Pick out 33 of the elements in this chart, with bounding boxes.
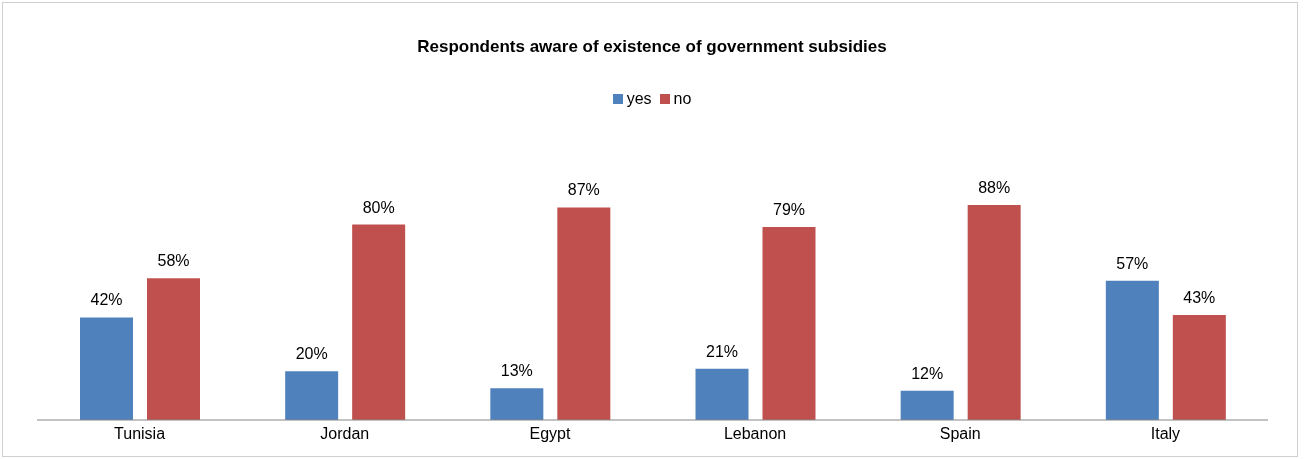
bar [352,224,406,420]
x-tick-label: Lebanon [723,425,787,443]
bar [490,388,544,420]
chart-title: Respondents aware of existence of government subsidies [416,37,888,57]
bar [762,226,816,420]
bar [900,390,954,420]
bar [80,317,133,420]
data-label: 79% [772,200,806,218]
data-label: 58% [157,252,190,270]
legend-label: yes [626,90,652,108]
data-label: 12% [911,364,944,382]
data-label: 57% [1116,254,1149,272]
bar [285,371,339,420]
bar [1105,280,1159,420]
data-label: 20% [295,345,328,363]
bar [557,207,611,420]
x-tick-label: Spain [939,425,981,443]
x-tick-label: Jordan [320,425,370,443]
data-label: 13% [500,362,533,380]
x-tick-label: Egypt [529,425,571,443]
bar [967,205,1021,420]
bar [695,368,749,420]
data-label: 80% [362,198,395,216]
bar [147,278,200,420]
data-label: 21% [705,342,739,360]
data-label: 87% [567,181,600,199]
data-label: 43% [1183,288,1216,306]
legend-label: no [673,90,692,108]
x-tick-label: Tunisia [114,425,166,443]
data-label: 88% [978,179,1011,196]
x-tick-label: Italy [1150,425,1181,443]
bar [1172,314,1226,420]
data-label: 42% [90,291,123,309]
